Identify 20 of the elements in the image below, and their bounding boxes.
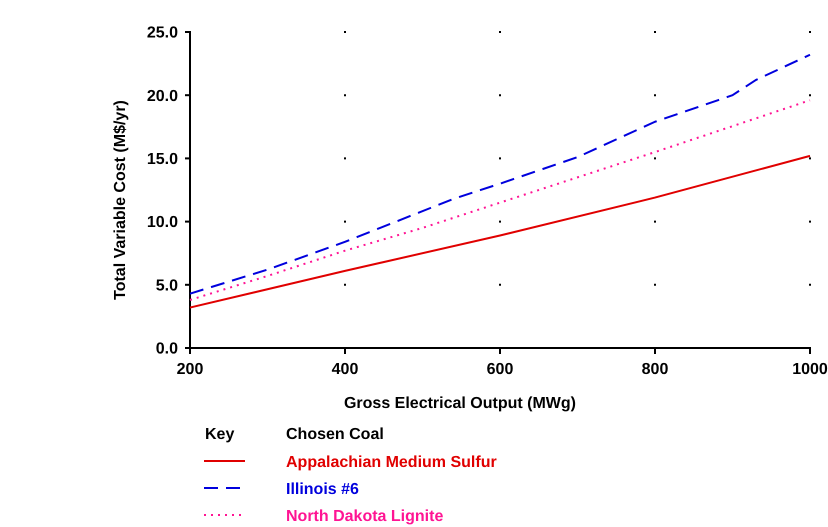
text: Appalachian Medium Sulfur [286,454,497,471]
y-axis-title: Total Variable Cost (M$/yr) [112,100,129,300]
text: North Dakota Lignite [286,508,444,525]
text: Key Chosen Coal [205,426,384,443]
y-tick-label: 25.0 [146,24,178,42]
x-tick-label: 1000 [792,361,828,378]
y-tick-label: 0.0 [156,340,178,358]
x-tick-label: 400 [332,361,358,378]
text: Illinois #6 [286,481,360,498]
line-series [189,99,811,301]
y-tick-label: 20.0 [146,88,178,105]
x-tick-label: 800 [642,361,668,378]
y-tick-label: 5.0 [156,277,178,294]
y-tick-label: 10.0 [146,214,178,232]
x-axis-title: Gross Electrical Output (MWg) [344,395,576,412]
x-tick-label: 200 [176,361,204,378]
y-tick-label: 15.0 [146,151,178,168]
line-series [189,54,811,295]
line-series [189,154,811,309]
x-tick-label: 600 [486,361,514,378]
